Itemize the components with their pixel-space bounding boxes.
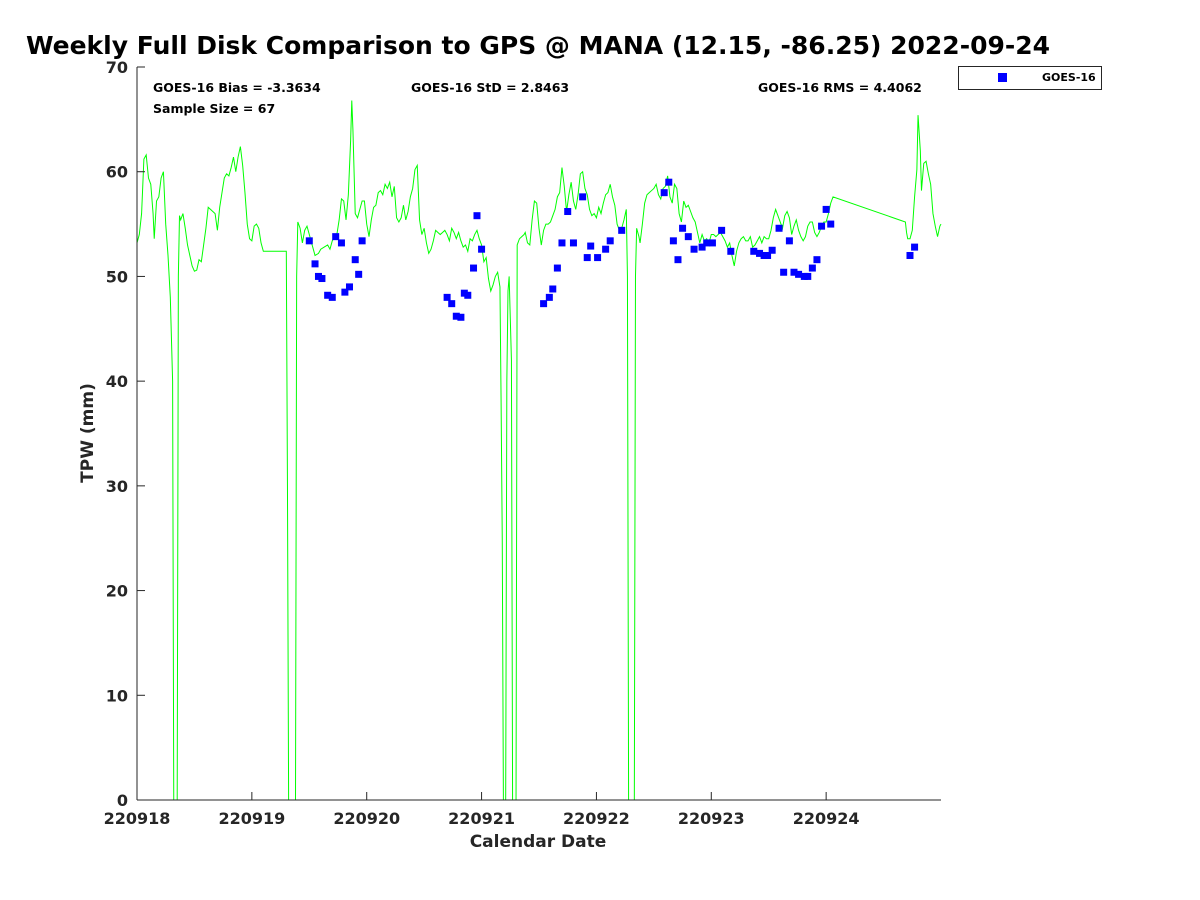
sample-size-annotation: Sample Size = 67 — [153, 101, 275, 116]
x-tick-label: 220923 — [678, 809, 745, 828]
goes16-data-point — [345, 283, 353, 291]
std-annotation: GOES-16 StD = 2.8463 — [411, 80, 569, 95]
goes16-data-point — [470, 264, 478, 272]
goes16-data-point — [790, 268, 798, 276]
goes16-data-point — [540, 300, 548, 308]
y-axis-label: TPW (mm) — [78, 383, 98, 483]
gps-line-series — [136, 100, 942, 801]
goes16-data-point — [808, 264, 816, 272]
x-axis-label: Calendar Date — [470, 832, 607, 852]
goes16-data-point — [351, 256, 359, 264]
x-tick-label: 220919 — [218, 809, 285, 828]
goes16-data-point — [665, 178, 673, 186]
goes16-data-point — [775, 224, 783, 232]
goes16-data-point — [464, 291, 472, 299]
goes16-data-point — [718, 226, 726, 234]
goes16-data-point — [618, 226, 626, 234]
goes16-data-point — [332, 233, 340, 241]
goes16-data-point — [911, 243, 919, 251]
goes16-data-point — [906, 251, 914, 259]
goes16-data-point — [341, 288, 349, 296]
y-tick-label: 10 — [106, 686, 128, 705]
goes16-data-point — [679, 224, 687, 232]
goes16-data-point — [545, 293, 553, 301]
goes16-data-point — [473, 212, 481, 220]
y-tick-label: 30 — [106, 477, 128, 496]
goes16-data-point — [305, 237, 313, 245]
goes16-data-point — [606, 237, 614, 245]
bias-annotation: GOES-16 Bias = -3.3634 — [153, 80, 321, 95]
goes16-data-point — [328, 293, 336, 301]
chart-title: Weekly Full Disk Comparison to GPS @ MAN… — [26, 31, 1050, 60]
goes16-data-point — [457, 313, 465, 321]
goes16-data-point — [587, 242, 595, 250]
goes16-data-point — [318, 275, 326, 283]
goes16-data-point — [311, 260, 319, 268]
goes16-data-point — [698, 243, 706, 251]
legend-marker-goes16 — [998, 73, 1007, 82]
goes16-data-point — [583, 254, 591, 262]
y-tick-label: 70 — [106, 58, 128, 77]
goes16-data-point — [750, 247, 758, 255]
y-axis-ticks: 0 10 20 30 40 50 60 70 — [106, 58, 145, 810]
legend: GOES-16 — [958, 66, 1102, 90]
gps-tpw-line — [136, 100, 942, 801]
goes16-data-point — [660, 189, 668, 197]
y-tick-label: 50 — [106, 267, 128, 286]
goes16-data-point — [674, 256, 682, 264]
goes16-data-point — [785, 237, 793, 245]
y-tick-label: 60 — [106, 163, 128, 182]
x-axis-ticks: 220918 220919 220920 220921 220922 220923 2209… — [104, 792, 860, 828]
goes16-data-point — [448, 300, 456, 308]
goes16-data-point — [690, 245, 698, 253]
y-tick-label: 20 — [106, 582, 128, 601]
goes16-data-point — [602, 245, 610, 253]
goes16-data-point — [355, 270, 363, 278]
goes16-data-point — [594, 254, 602, 262]
x-tick-label: 220920 — [333, 809, 400, 828]
goes16-data-point — [684, 233, 692, 241]
goes16-data-point — [569, 239, 577, 247]
goes16-data-point — [443, 293, 451, 301]
goes16-data-point — [478, 245, 486, 253]
goes16-data-point — [703, 239, 711, 247]
goes16-data-point — [813, 256, 821, 264]
goes16-data-point — [358, 237, 366, 245]
x-tick-label: 220918 — [104, 809, 171, 828]
rms-annotation: GOES-16 RMS = 4.4062 — [758, 80, 922, 95]
goes16-data-point — [804, 272, 812, 280]
legend-box — [958, 66, 1102, 90]
goes16-data-point — [553, 264, 561, 272]
x-tick-label: 220921 — [448, 809, 515, 828]
goes16-scatter-series — [305, 178, 919, 321]
goes16-data-point — [708, 239, 716, 247]
goes16-data-point — [727, 247, 735, 255]
goes16-data-point — [579, 193, 587, 201]
goes16-data-point — [756, 249, 764, 257]
y-tick-label: 40 — [106, 372, 128, 391]
goes16-data-point — [818, 222, 826, 230]
x-tick-label: 220924 — [793, 809, 860, 828]
goes16-data-point — [324, 291, 332, 299]
goes16-data-point — [795, 270, 803, 278]
goes16-data-point — [780, 268, 788, 276]
goes16-data-point — [549, 285, 557, 293]
goes16-data-point — [558, 239, 566, 247]
goes16-data-point — [669, 237, 677, 245]
x-tick-label: 220922 — [563, 809, 630, 828]
y-tick-label: 0 — [117, 791, 128, 810]
goes16-data-point — [768, 246, 776, 254]
goes16-data-point — [452, 312, 460, 320]
goes16-data-point — [564, 208, 572, 216]
goes16-data-point — [764, 251, 772, 259]
legend-label-goes16: GOES-16 — [1042, 71, 1096, 84]
goes16-data-point — [822, 205, 830, 213]
goes16-data-point — [827, 220, 835, 228]
goes16-data-point — [337, 239, 345, 247]
